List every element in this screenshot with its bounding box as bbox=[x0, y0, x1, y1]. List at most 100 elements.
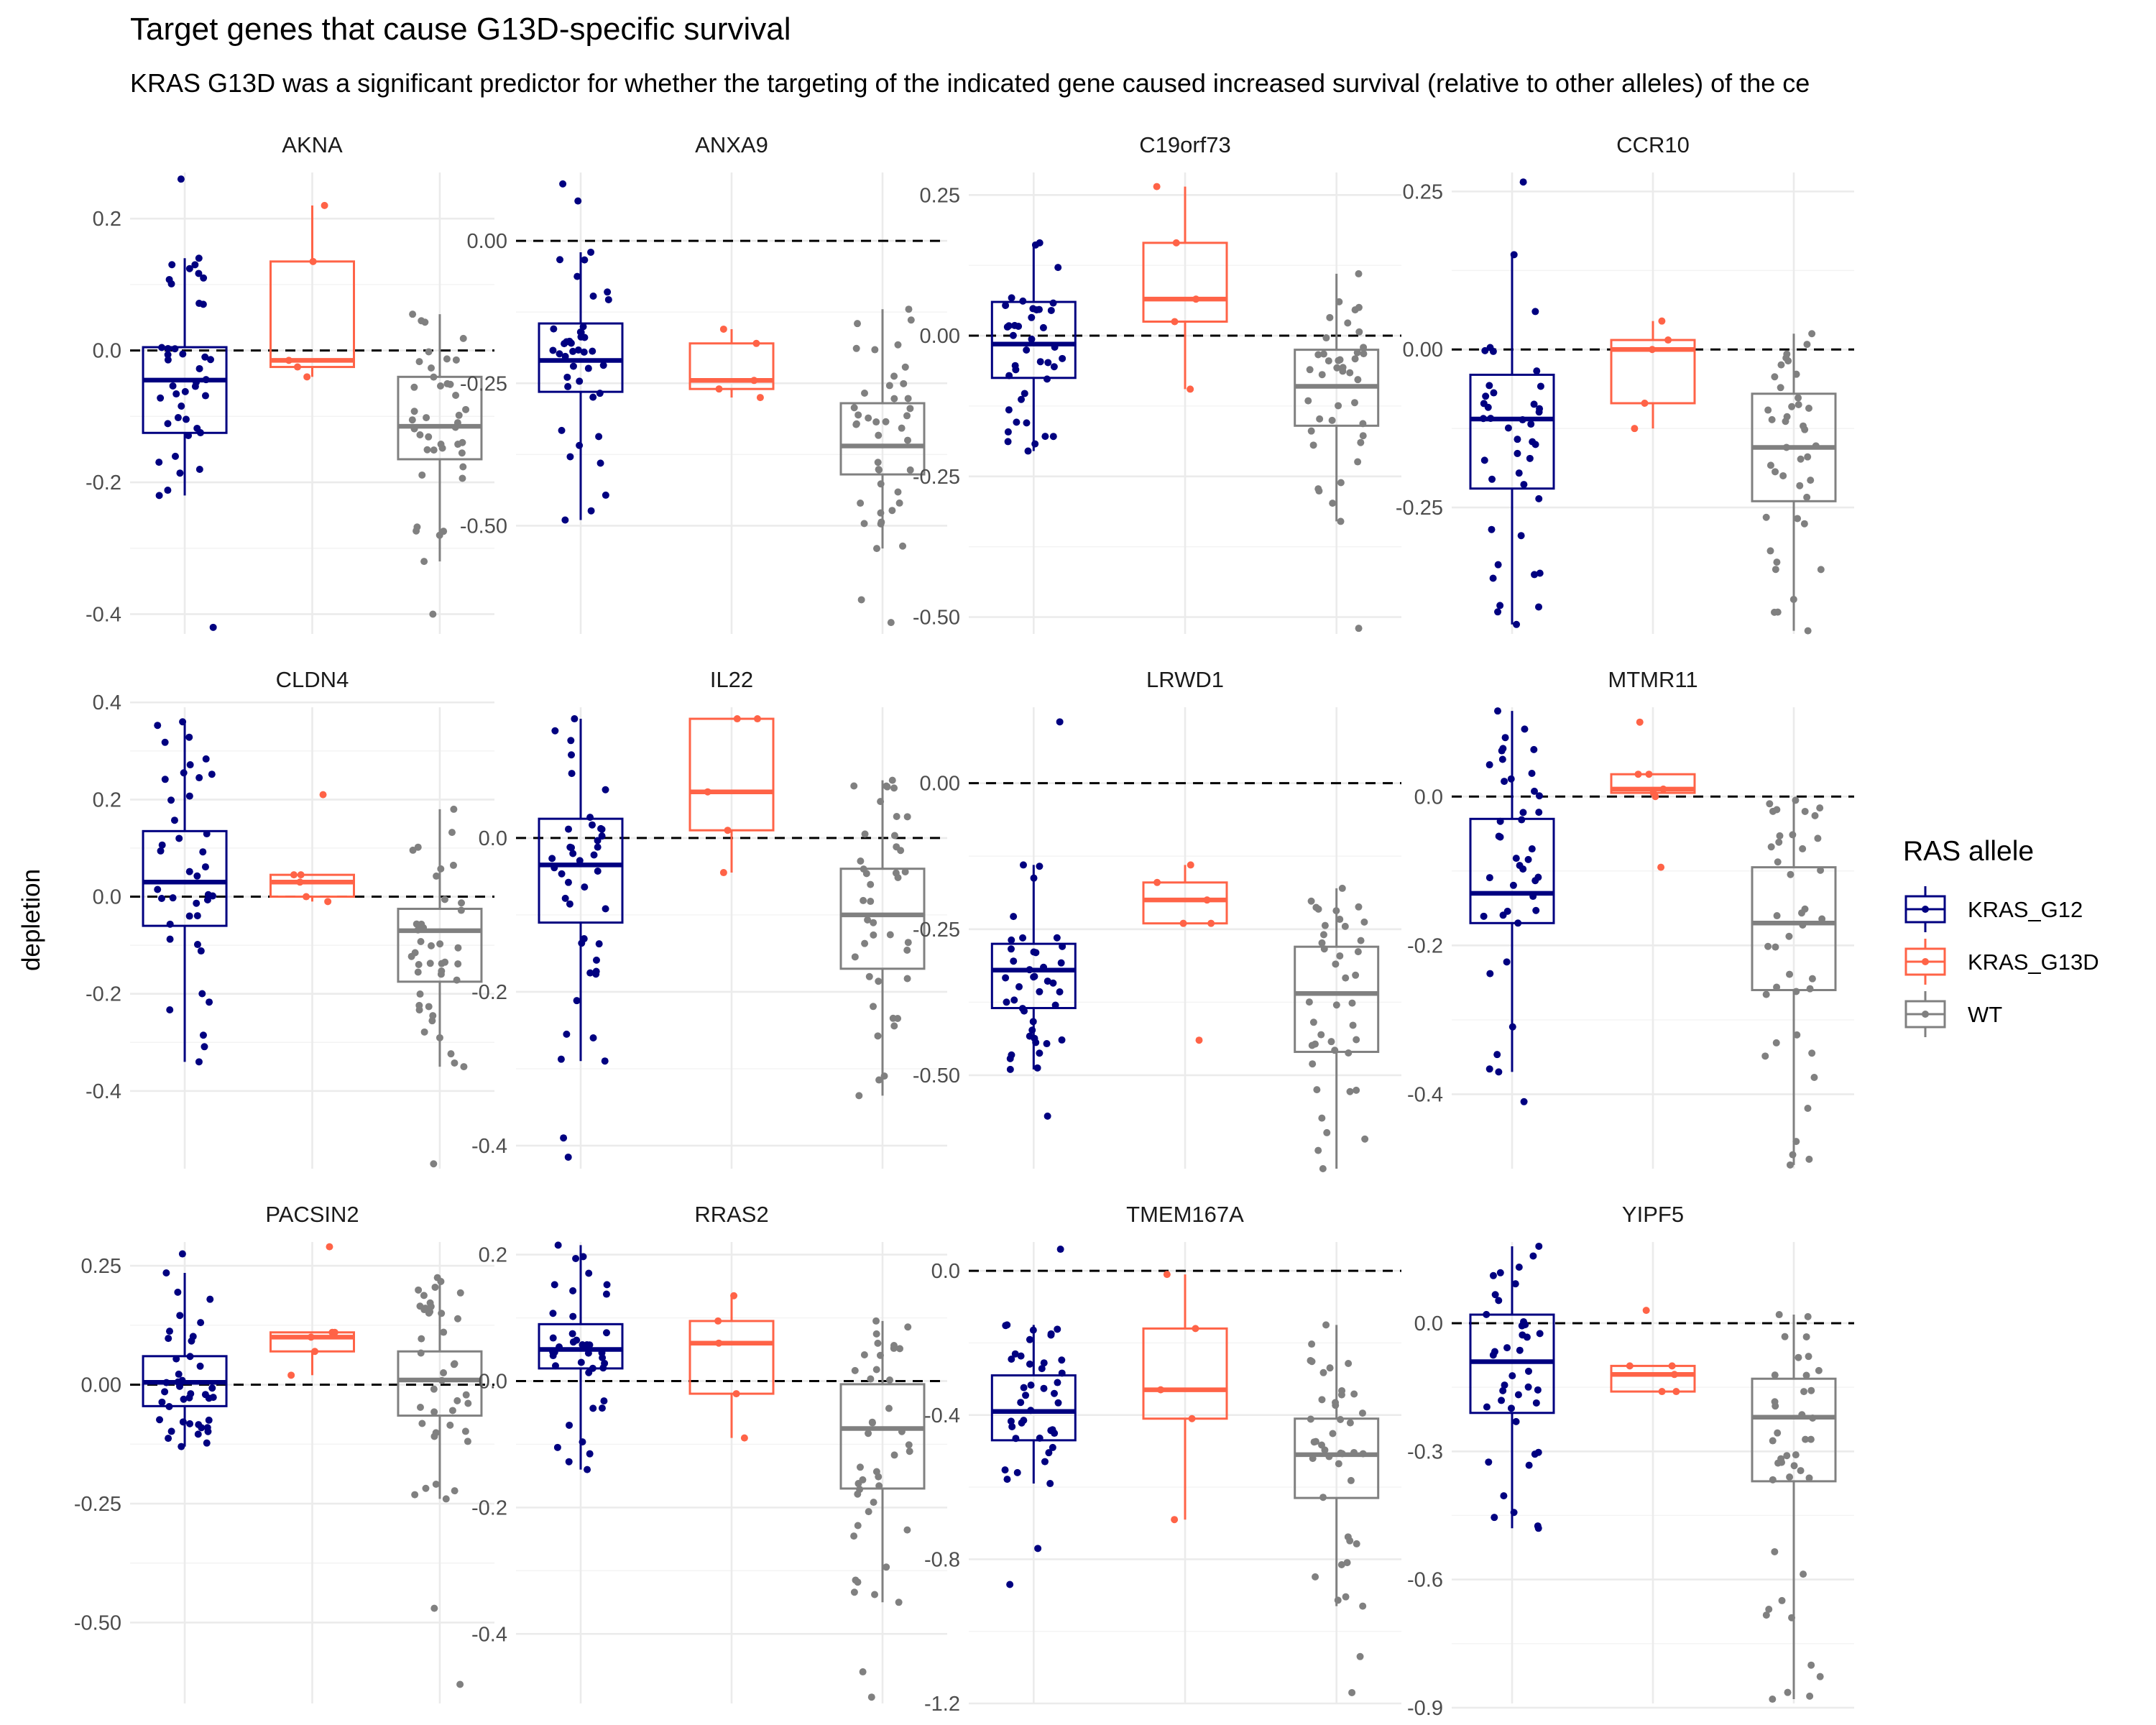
data-point bbox=[865, 1430, 872, 1438]
data-point bbox=[1485, 382, 1493, 390]
data-point bbox=[324, 898, 332, 906]
data-point bbox=[165, 1435, 172, 1443]
data-point bbox=[885, 1404, 893, 1412]
data-point bbox=[1043, 1040, 1051, 1048]
data-point bbox=[859, 1476, 867, 1484]
data-point bbox=[414, 926, 422, 934]
data-point bbox=[1507, 1404, 1515, 1412]
data-point bbox=[1171, 1516, 1179, 1524]
data-point bbox=[195, 270, 203, 277]
data-point bbox=[1346, 1419, 1354, 1427]
data-point bbox=[1006, 1065, 1014, 1073]
data-point bbox=[303, 373, 311, 381]
data-point bbox=[1058, 1369, 1066, 1377]
data-point bbox=[1786, 1161, 1794, 1169]
data-point bbox=[1783, 413, 1791, 420]
data-point bbox=[158, 1398, 166, 1406]
data-point bbox=[203, 1439, 211, 1447]
data-point bbox=[1019, 861, 1027, 869]
data-point bbox=[1172, 239, 1180, 247]
data-point bbox=[715, 1339, 723, 1347]
data-point bbox=[1157, 1386, 1165, 1394]
data-point bbox=[1491, 1514, 1498, 1522]
iqr-box bbox=[688, 1320, 775, 1395]
data-point bbox=[1769, 1696, 1777, 1703]
legend-items: KRAS_G12 KRAS_G13D WT bbox=[1904, 886, 2099, 1037]
data-point bbox=[181, 387, 189, 395]
data-point bbox=[860, 520, 868, 528]
data-point bbox=[1487, 415, 1495, 423]
iqr-box bbox=[688, 717, 775, 832]
data-point bbox=[549, 346, 557, 354]
data-point bbox=[460, 1063, 468, 1071]
data-point bbox=[1768, 415, 1776, 423]
data-point bbox=[1482, 392, 1490, 400]
data-point bbox=[1306, 366, 1314, 374]
panel-mtmr11: MTMR11 0.0 -0.2 -0.4 bbox=[1407, 667, 1854, 1169]
data-point bbox=[1807, 1386, 1815, 1394]
data-point bbox=[204, 1427, 212, 1435]
data-point bbox=[1040, 963, 1048, 971]
iqr-box bbox=[397, 907, 483, 983]
data-point bbox=[461, 1427, 469, 1435]
data-point bbox=[601, 1057, 609, 1065]
panel-akna: AKNA 0.2 0.0 -0.2 -0.4 bbox=[86, 132, 494, 634]
data-point bbox=[564, 878, 572, 886]
data-point bbox=[1311, 1040, 1319, 1048]
data-point bbox=[1028, 1026, 1036, 1034]
data-point bbox=[567, 737, 575, 745]
data-point bbox=[1525, 1461, 1533, 1469]
data-point bbox=[202, 755, 210, 763]
data-point bbox=[438, 1376, 446, 1384]
data-point bbox=[1775, 1311, 1783, 1319]
data-point bbox=[867, 1375, 875, 1383]
data-point bbox=[1784, 357, 1792, 365]
data-point bbox=[1359, 1450, 1367, 1458]
data-point bbox=[1664, 336, 1672, 344]
data-point bbox=[414, 968, 422, 976]
data-point bbox=[756, 394, 764, 402]
data-point bbox=[1816, 804, 1824, 812]
data-point bbox=[1054, 264, 1062, 272]
data-point bbox=[1515, 1264, 1523, 1271]
data-point bbox=[1008, 1356, 1015, 1363]
panel-anxa9: ANXA9 0.00 -0.25 -0.50 bbox=[460, 132, 947, 634]
y-tick-label: 0.00 bbox=[81, 1374, 121, 1397]
data-point bbox=[1514, 919, 1522, 927]
iqr-box bbox=[538, 1322, 624, 1370]
data-point bbox=[1360, 918, 1368, 926]
data-point bbox=[443, 355, 451, 363]
data-point bbox=[1317, 1031, 1325, 1039]
data-point bbox=[1336, 916, 1344, 924]
data-point bbox=[867, 1693, 875, 1701]
data-point bbox=[874, 459, 882, 466]
data-point bbox=[894, 341, 902, 349]
data-point bbox=[852, 1576, 860, 1584]
data-point bbox=[596, 390, 604, 397]
iqr-box bbox=[1751, 866, 1837, 991]
data-point bbox=[590, 851, 598, 859]
data-point bbox=[1336, 952, 1344, 960]
data-point bbox=[195, 364, 203, 372]
data-point bbox=[185, 868, 193, 875]
data-point bbox=[1651, 793, 1659, 801]
data-point bbox=[890, 1022, 898, 1030]
data-point bbox=[438, 444, 446, 452]
data-point bbox=[599, 362, 607, 369]
box-kras-g13d bbox=[270, 201, 355, 381]
data-point bbox=[1058, 1036, 1066, 1044]
data-point bbox=[899, 542, 907, 550]
data-point bbox=[443, 380, 451, 387]
data-point bbox=[178, 1376, 186, 1384]
data-point bbox=[1530, 745, 1538, 753]
data-point bbox=[1361, 1135, 1369, 1143]
data-point bbox=[1766, 547, 1774, 555]
data-point bbox=[1790, 1462, 1798, 1470]
data-point bbox=[1345, 1049, 1353, 1057]
data-point bbox=[1010, 996, 1018, 1004]
y-tick-label: 0.00 bbox=[1403, 339, 1443, 362]
data-point bbox=[719, 869, 727, 877]
panel-rras2: RRAS2 0.2 0.0 -0.2 -0.4 bbox=[471, 1202, 947, 1703]
data-point bbox=[1789, 595, 1797, 603]
data-point bbox=[1528, 770, 1536, 778]
